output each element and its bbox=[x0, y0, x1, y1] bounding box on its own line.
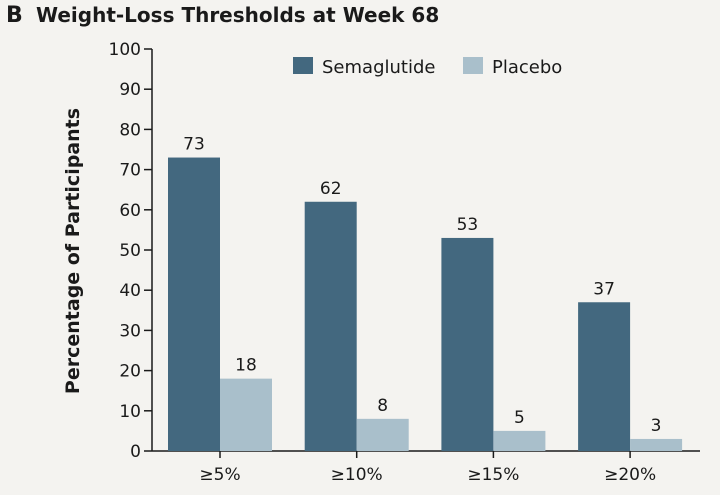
bar-semaglutide-1 bbox=[168, 157, 220, 452]
bar-semaglutide-3 bbox=[441, 237, 494, 451]
x-tick-label: ≥20% bbox=[604, 465, 656, 485]
bar-semaglutide-2 bbox=[304, 201, 357, 451]
y-ticks: 0 10 20 30 40 50 60 70 80 90 100 bbox=[109, 40, 152, 462]
legend-swatch-semaglutide bbox=[293, 57, 313, 74]
bar-placebo-3 bbox=[493, 430, 546, 451]
legend-label-semaglutide: Semaglutide bbox=[322, 57, 435, 78]
legend: Semaglutide Placebo bbox=[293, 57, 562, 78]
panel-letter: B bbox=[6, 3, 23, 28]
data-label-semaglutide-3: 53 bbox=[457, 215, 479, 235]
y-tick-label: 10 bbox=[119, 402, 141, 422]
bar-placebo-1 bbox=[220, 378, 272, 451]
data-label-placebo-2: 8 bbox=[377, 396, 388, 416]
y-tick-label: 60 bbox=[119, 201, 141, 221]
x-tick-label: ≥15% bbox=[467, 465, 519, 485]
y-tick-label: 70 bbox=[119, 161, 141, 181]
y-tick-label: 90 bbox=[119, 80, 141, 100]
legend-label-placebo: Placebo bbox=[492, 57, 562, 78]
y-tick-label: 20 bbox=[119, 362, 141, 382]
x-tick-label: ≥5% bbox=[199, 465, 240, 485]
y-tick-label: 30 bbox=[119, 321, 141, 341]
data-label-placebo-3: 5 bbox=[514, 408, 525, 428]
data-label-semaglutide-1: 73 bbox=[183, 135, 205, 155]
data-label-semaglutide-4: 37 bbox=[593, 279, 615, 299]
data-labels: 73 18 62 8 53 5 37 3 bbox=[183, 135, 661, 436]
legend-swatch-placebo bbox=[463, 57, 483, 74]
y-tick-label: 0 bbox=[130, 442, 141, 462]
y-tick-label: 50 bbox=[119, 241, 141, 261]
chart-title: Weight-Loss Thresholds at Week 68 bbox=[36, 3, 439, 27]
data-label-placebo-1: 18 bbox=[235, 356, 257, 376]
x-ticks: ≥5% ≥10% ≥15% ≥20% bbox=[199, 451, 656, 485]
y-tick-label: 100 bbox=[109, 40, 141, 60]
bar-placebo-2 bbox=[356, 418, 409, 451]
y-tick-label: 80 bbox=[119, 120, 141, 140]
x-tick-label: ≥10% bbox=[331, 465, 383, 485]
data-label-placebo-4: 3 bbox=[651, 416, 662, 436]
data-label-semaglutide-2: 62 bbox=[320, 179, 342, 199]
bar-placebo-4 bbox=[630, 438, 683, 451]
y-tick-label: 40 bbox=[119, 281, 141, 301]
bars bbox=[168, 157, 683, 452]
y-axis-label: Percentage of Participants bbox=[62, 108, 84, 394]
bar-semaglutide-4 bbox=[578, 302, 631, 451]
